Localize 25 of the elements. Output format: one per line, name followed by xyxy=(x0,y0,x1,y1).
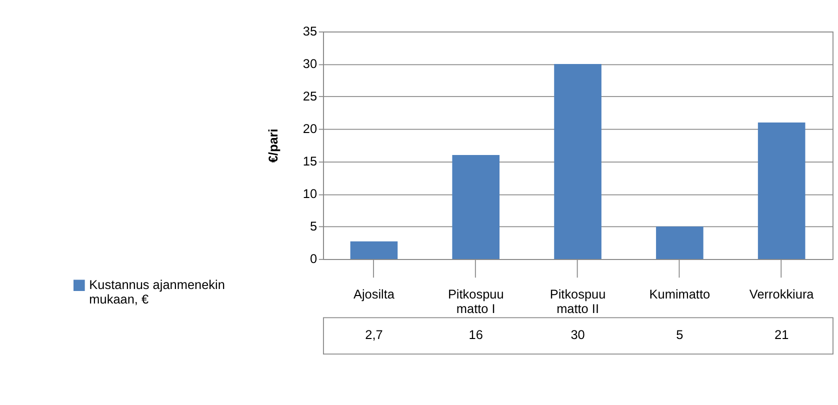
y-tick-label: 35 xyxy=(302,24,318,39)
y-tick-label: 15 xyxy=(302,154,318,169)
bar xyxy=(656,226,704,259)
data-label: 2,7 xyxy=(365,327,383,342)
y-tick-label: 25 xyxy=(302,88,318,104)
y-tick-label: 5 xyxy=(310,218,318,234)
y-tick-label: 30 xyxy=(302,56,318,72)
y-tick-label: 20 xyxy=(302,121,318,136)
data-label: 5 xyxy=(676,327,684,342)
data-label: 21 xyxy=(774,327,789,342)
x-tick-label: Pitkospuu matto II xyxy=(550,286,606,316)
x-tick-label: Pitkospuu matto I xyxy=(448,286,504,316)
y-tick-label: 0 xyxy=(310,251,318,266)
bar xyxy=(758,122,806,259)
legend-label: Kustannus ajanmenekin mukaan, € xyxy=(89,276,225,307)
x-tick-label: Verrokkiura xyxy=(749,286,815,302)
x-tick-label: Kumimatto xyxy=(649,286,710,302)
y-axis-title: €/pari xyxy=(265,128,280,163)
bar xyxy=(350,241,398,259)
data-label: 16 xyxy=(468,327,483,342)
x-tick-label: Ajosilta xyxy=(353,286,396,302)
data-label: 30 xyxy=(570,327,585,342)
bar xyxy=(452,154,500,259)
bar xyxy=(554,64,602,259)
y-tick-label: 10 xyxy=(302,186,318,202)
